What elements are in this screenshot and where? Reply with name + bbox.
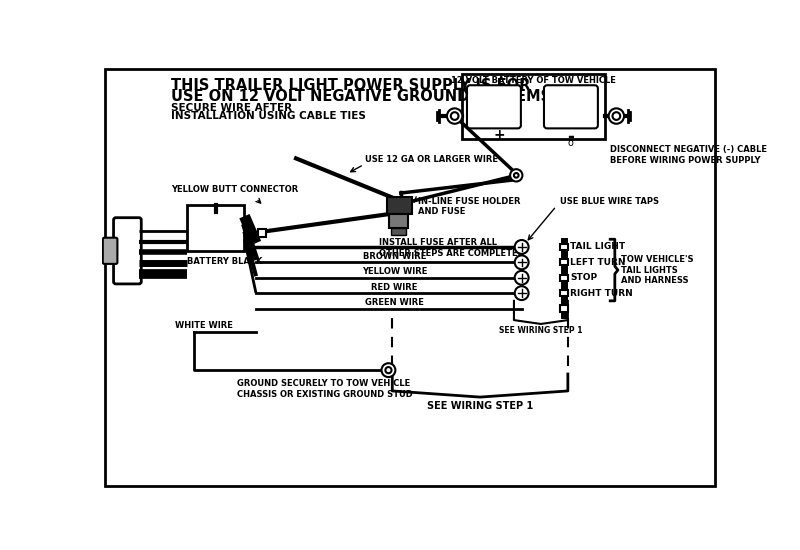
Text: IN-LINE FUSE HOLDER
AND FUSE: IN-LINE FUSE HOLDER AND FUSE xyxy=(418,197,520,216)
Text: GROUND SECURELY TO TOW VEHICLE
CHASSIS OR EXISTING GROUND STUD: GROUND SECURELY TO TOW VEHICLE CHASSIS O… xyxy=(237,379,413,399)
Text: SEE WIRING STEP 1: SEE WIRING STEP 1 xyxy=(499,326,582,336)
Text: RED WIRE: RED WIRE xyxy=(371,283,418,292)
FancyBboxPatch shape xyxy=(387,197,411,214)
FancyBboxPatch shape xyxy=(560,244,568,250)
Circle shape xyxy=(514,286,529,300)
Text: SEE WIRING STEP 1: SEE WIRING STEP 1 xyxy=(427,401,533,411)
Text: TAIL LIGHT: TAIL LIGHT xyxy=(570,243,626,251)
Circle shape xyxy=(613,112,620,120)
Text: GREEN WIRE: GREEN WIRE xyxy=(365,298,424,307)
FancyBboxPatch shape xyxy=(462,74,605,139)
Text: YELLOW BUTT CONNECTOR: YELLOW BUTT CONNECTOR xyxy=(171,185,298,194)
Text: TOW VEHICLE'S
TAIL LIGHTS
AND HARNESS: TOW VEHICLE'S TAIL LIGHTS AND HARNESS xyxy=(621,255,694,285)
Text: USE 12 GA OR LARGER WIRE: USE 12 GA OR LARGER WIRE xyxy=(366,155,498,164)
FancyBboxPatch shape xyxy=(390,214,408,228)
Text: DISCONNECT NEGATIVE (-) CABLE
BEFORE WIRING POWER SUPPLY: DISCONNECT NEGATIVE (-) CABLE BEFORE WIR… xyxy=(610,145,767,164)
Text: USE ON 12 VOLT NEGATIVE GROUND SYSTEMS ONLY: USE ON 12 VOLT NEGATIVE GROUND SYSTEMS O… xyxy=(171,89,599,104)
FancyBboxPatch shape xyxy=(544,85,598,128)
FancyBboxPatch shape xyxy=(258,229,266,237)
Circle shape xyxy=(382,363,395,377)
Circle shape xyxy=(514,255,529,270)
Text: 12 VOLT BATTERY OF TOW VEHICLE: 12 VOLT BATTERY OF TOW VEHICLE xyxy=(451,76,616,85)
FancyBboxPatch shape xyxy=(560,259,568,266)
FancyBboxPatch shape xyxy=(186,205,245,251)
Text: USE BLUE WIRE TAPS: USE BLUE WIRE TAPS xyxy=(560,197,659,206)
Text: INSTALLATION USING CABLE TIES: INSTALLATION USING CABLE TIES xyxy=(171,111,366,120)
FancyBboxPatch shape xyxy=(114,218,142,284)
Circle shape xyxy=(386,367,391,373)
Text: INSTALL FUSE AFTER ALL
OTHER STEPS ARE COMPLETED: INSTALL FUSE AFTER ALL OTHER STEPS ARE C… xyxy=(379,239,525,258)
FancyBboxPatch shape xyxy=(560,290,568,296)
Text: THIS TRAILER LIGHT POWER SUPPLY IS FOR: THIS TRAILER LIGHT POWER SUPPLY IS FOR xyxy=(171,78,530,92)
Circle shape xyxy=(514,271,529,285)
Circle shape xyxy=(447,108,462,124)
FancyBboxPatch shape xyxy=(560,274,568,281)
Text: BATTERY BLACK: BATTERY BLACK xyxy=(186,257,262,266)
FancyBboxPatch shape xyxy=(102,238,118,264)
Text: RIGHT TURN: RIGHT TURN xyxy=(570,289,633,298)
Circle shape xyxy=(451,112,458,120)
Circle shape xyxy=(514,173,518,178)
FancyBboxPatch shape xyxy=(560,305,568,312)
Circle shape xyxy=(609,108,624,124)
Text: YELLOW WIRE: YELLOW WIRE xyxy=(362,267,427,276)
Circle shape xyxy=(510,169,522,182)
Text: +: + xyxy=(494,128,505,141)
Text: STOP: STOP xyxy=(570,273,598,282)
Text: LEFT TURN: LEFT TURN xyxy=(570,258,626,267)
Circle shape xyxy=(514,240,529,254)
Text: WHITE WIRE: WHITE WIRE xyxy=(175,321,233,330)
Text: -: - xyxy=(566,128,574,146)
FancyBboxPatch shape xyxy=(390,228,406,235)
Text: BROWN WIRE: BROWN WIRE xyxy=(363,252,426,261)
Text: SECURE WIRE AFTER: SECURE WIRE AFTER xyxy=(171,103,293,113)
FancyBboxPatch shape xyxy=(467,85,521,128)
FancyBboxPatch shape xyxy=(105,69,715,486)
Text: o: o xyxy=(567,138,573,147)
